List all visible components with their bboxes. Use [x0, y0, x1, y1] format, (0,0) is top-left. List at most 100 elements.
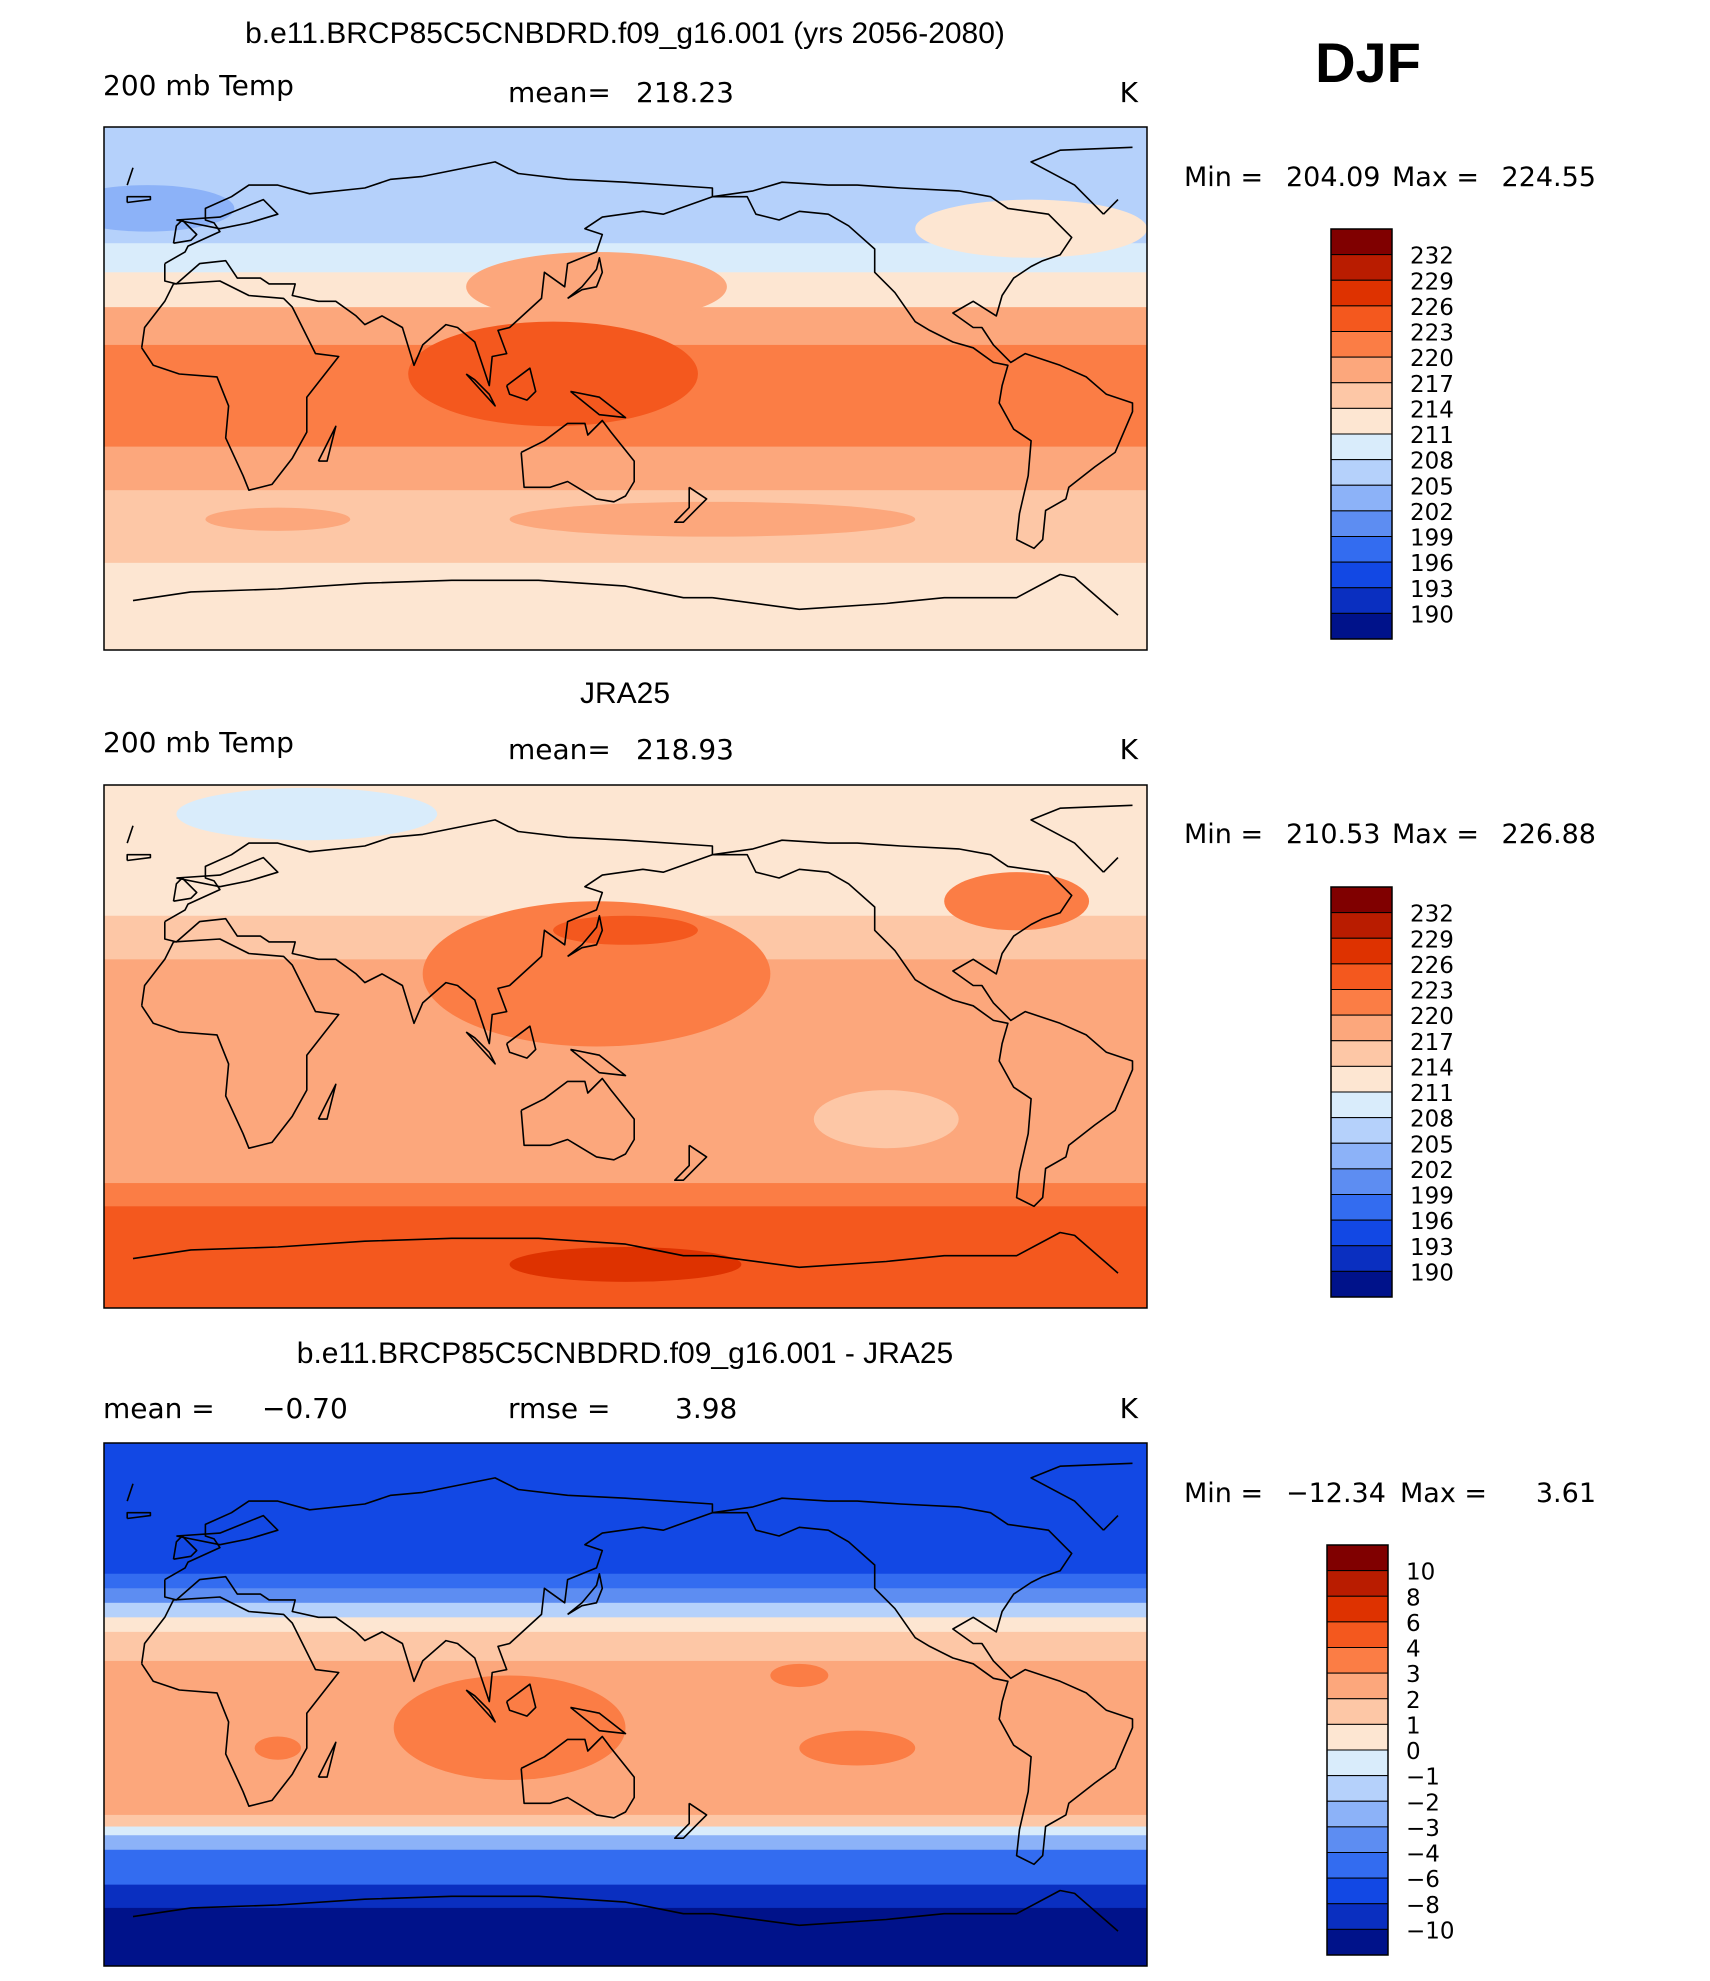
coastline — [164, 819, 714, 1045]
colorbar-swatch — [1330, 331, 1393, 358]
colorbar: 2322292262232202172142112082052021991961… — [1330, 228, 1454, 640]
colorbar-swatch — [1330, 912, 1393, 939]
contour-feature — [509, 501, 916, 537]
colorbar-swatch — [1330, 963, 1393, 990]
units-label: K — [1120, 1392, 1139, 1425]
coastline — [132, 1231, 1119, 1274]
colorbar-tick-label: 205 — [1410, 474, 1454, 500]
colorbar-swatch — [1330, 612, 1393, 640]
season-label: DJF — [1315, 31, 1421, 94]
coastline — [317, 425, 337, 462]
coastline — [505, 1025, 537, 1059]
colorbar-tick-label: 220 — [1410, 346, 1454, 372]
colorbar-swatch — [1330, 382, 1393, 409]
min-value: 204.09 — [1286, 162, 1380, 193]
max-value: 224.55 — [1502, 162, 1596, 193]
colorbar-tick-label: 229 — [1410, 269, 1454, 295]
max-label: Max = — [1392, 819, 1479, 850]
colorbar-swatch — [1326, 1877, 1389, 1905]
contour-band — [104, 1617, 1147, 1633]
contour-band — [104, 1162, 1147, 1184]
colorbar-tick-label: −10 — [1406, 1918, 1455, 1944]
coastline — [567, 1573, 604, 1616]
colorbar-tick-label: 199 — [1410, 1184, 1454, 1210]
colorbar-tick-label: 4 — [1406, 1637, 1421, 1663]
colorbar-tick-label: 10 — [1406, 1560, 1435, 1586]
coastline — [140, 938, 340, 1149]
contour-band — [104, 1588, 1147, 1604]
mean-value: −0.70 — [262, 1392, 348, 1425]
contour-band — [104, 533, 1147, 564]
colorbar-swatch — [1330, 1091, 1393, 1119]
coastline — [172, 219, 198, 244]
contour-feature — [408, 321, 698, 427]
colorbar-swatch — [1330, 510, 1393, 537]
colorbar-tick-label: 232 — [1410, 902, 1454, 928]
colorbar-tick-label: 3 — [1406, 1662, 1421, 1688]
contour-band — [104, 1835, 1147, 1851]
colorbar-tick-label: 232 — [1410, 244, 1454, 270]
colorbar-swatch — [1326, 1647, 1389, 1674]
contour-feature — [799, 1730, 916, 1766]
colorbar-tick-label: −8 — [1406, 1893, 1440, 1919]
colorbar-tick-label: −3 — [1406, 1816, 1440, 1842]
contour-feature — [254, 1736, 302, 1760]
colorbar-tick-label: 6 — [1406, 1611, 1421, 1637]
contour-band — [104, 562, 1147, 650]
colorbar-swatch — [1326, 1723, 1389, 1751]
coastline — [140, 280, 340, 491]
colorbar-tick-label: 226 — [1410, 295, 1454, 321]
colorbar-tick-label: 214 — [1410, 1055, 1454, 1081]
colorbar-swatch — [1330, 536, 1393, 563]
mean-value: 218.23 — [636, 76, 734, 109]
contour-band — [104, 1573, 1147, 1590]
colorbar-tick-label: 202 — [1410, 500, 1454, 526]
colorbar-swatch — [1330, 433, 1393, 461]
coastline — [164, 1477, 714, 1703]
contour-band — [104, 1660, 1147, 1793]
colorbar-swatch — [1330, 937, 1393, 965]
colorbar-tick-label: 193 — [1410, 1235, 1454, 1261]
contour-feature — [509, 1246, 742, 1282]
coastline — [126, 1462, 1133, 1531]
contour-feature — [104, 185, 235, 232]
colorbar-tick-label: 2 — [1406, 1688, 1421, 1714]
colorbar-swatch — [1330, 1014, 1393, 1042]
coastline — [465, 373, 496, 407]
colorbar-tick-label: 199 — [1410, 526, 1454, 552]
colorbar-swatch — [1326, 1621, 1389, 1648]
coastline — [126, 146, 1133, 215]
colorbar-tick-label: 223 — [1410, 979, 1454, 1005]
min-label: Min = — [1184, 819, 1263, 850]
colorbar-tick-label: 217 — [1410, 1030, 1454, 1056]
colorbar-swatch — [1326, 1800, 1389, 1828]
colorbar-swatch — [1330, 1270, 1393, 1298]
colorbar-swatch — [1330, 886, 1393, 914]
map-panel — [103, 126, 1148, 651]
contour-band — [104, 127, 1147, 215]
max-value: 3.61 — [1536, 1478, 1596, 1509]
contour-feature — [813, 1090, 959, 1149]
contour-band — [104, 1544, 1147, 1575]
colorbar-tick-label: 193 — [1410, 577, 1454, 603]
colorbar-tick-label: −6 — [1406, 1867, 1440, 1893]
coastline — [567, 915, 604, 958]
colorbar-tick-label: 217 — [1410, 372, 1454, 398]
coastline — [712, 839, 1134, 1208]
colorbar-swatch — [1330, 305, 1393, 332]
coastline — [126, 804, 1133, 873]
contour-feature — [915, 199, 1147, 258]
coastline — [176, 856, 279, 888]
coastline — [126, 1511, 152, 1520]
contour-band — [104, 1907, 1147, 1966]
colorbar-swatch — [1330, 1168, 1393, 1195]
colorbar-swatch — [1326, 1672, 1389, 1700]
colorbar-swatch — [1330, 484, 1393, 512]
max-value: 226.88 — [1502, 819, 1596, 850]
coastline — [172, 1535, 198, 1560]
colorbar-tick-label: 208 — [1410, 449, 1454, 475]
coastline — [520, 1735, 635, 1819]
colorbar-tick-label: 196 — [1410, 551, 1454, 577]
colorbar-swatch — [1330, 459, 1393, 486]
contour-band — [104, 1849, 1147, 1886]
